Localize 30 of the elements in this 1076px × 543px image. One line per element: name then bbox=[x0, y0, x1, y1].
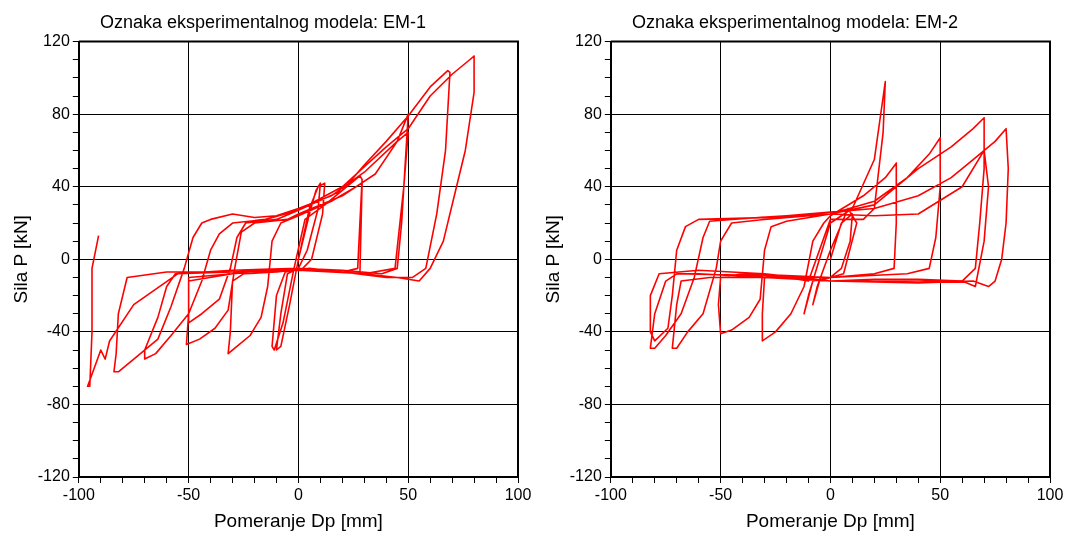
x-axis-title: Pomeranje Dp [mm] bbox=[213, 509, 383, 531]
chart-title: Oznaka eksperimentalnog modela: EM-2 bbox=[631, 11, 959, 32]
x-tick-label: -100 bbox=[62, 486, 95, 504]
x-axis-title: Pomeranje Dp [mm] bbox=[745, 509, 915, 531]
y-tick-label: 80 bbox=[584, 104, 602, 122]
y-tick-label: 120 bbox=[43, 32, 70, 50]
x-tick-label: -100 bbox=[594, 486, 627, 504]
y-tick-label: 120 bbox=[575, 32, 602, 50]
x-tick-label: -50 bbox=[177, 486, 201, 504]
x-tick-label: 100 bbox=[1036, 486, 1064, 504]
x-tick-label: -50 bbox=[709, 486, 733, 504]
y-axis-title: Sila P [kN] bbox=[541, 215, 563, 304]
y-tick-label: 40 bbox=[52, 177, 70, 195]
x-tick-label: 50 bbox=[931, 486, 950, 504]
y-axis-title: Sila P [kN] bbox=[9, 215, 31, 304]
y-tick-label: -80 bbox=[578, 394, 602, 412]
y-tick-label: 40 bbox=[584, 177, 602, 195]
y-tick-label: 0 bbox=[60, 249, 70, 267]
y-tick-label: 80 bbox=[52, 104, 70, 122]
y-tick-label: 0 bbox=[592, 249, 602, 267]
y-tick-label: -120 bbox=[569, 467, 602, 485]
x-tick-label: 50 bbox=[399, 486, 418, 504]
x-tick-label: 0 bbox=[293, 486, 303, 504]
y-tick-label: -120 bbox=[37, 467, 70, 485]
x-tick-label: 100 bbox=[504, 486, 532, 504]
y-tick-label: -80 bbox=[46, 394, 70, 412]
y-tick-label: -40 bbox=[46, 322, 70, 340]
chart-title: Oznaka eksperimentalnog modela: EM-1 bbox=[99, 11, 427, 32]
x-tick-label: 0 bbox=[825, 486, 835, 504]
y-tick-label: -40 bbox=[578, 322, 602, 340]
